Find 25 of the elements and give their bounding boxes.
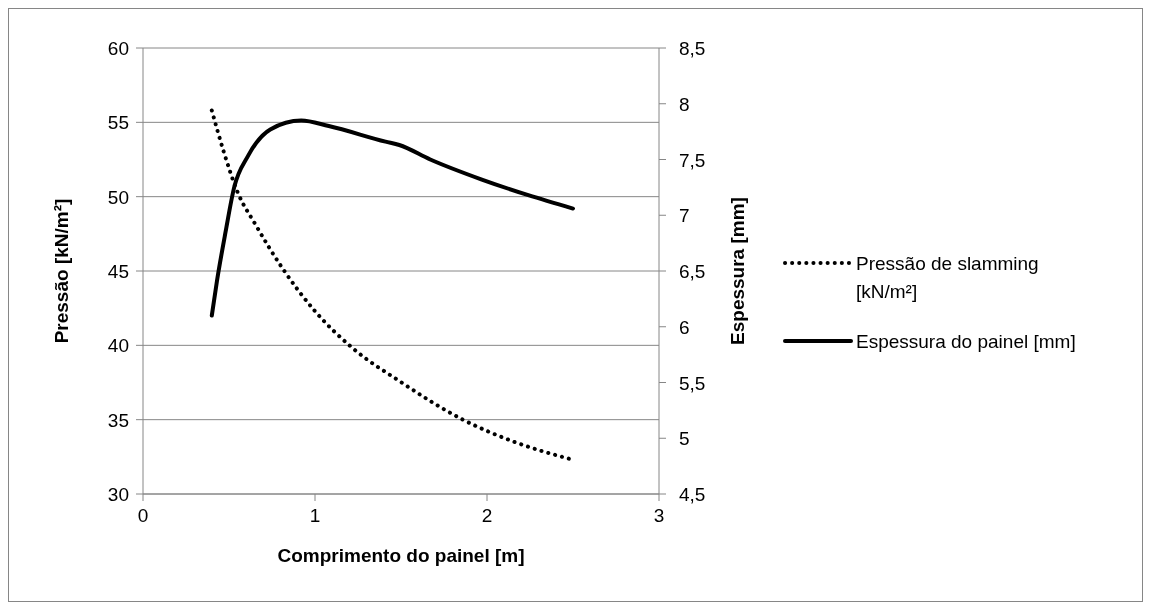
y-axis-title: Pressão [kN/m²] [51, 198, 72, 344]
y-tick-label: 35 [107, 409, 129, 431]
y2-tick-label: 5,5 [679, 372, 706, 394]
y-tick-label: 60 [107, 38, 129, 59]
y2-tick-label: 7 [679, 205, 690, 227]
y2-axis-title: Espessura [mm] [727, 197, 748, 345]
y2-tick-label: 5 [679, 428, 690, 450]
x-tick-label: 2 [481, 505, 493, 526]
legend-label: Pressão de slamming [kN/m²] [856, 253, 1039, 302]
y-tick-label: 55 [107, 112, 129, 134]
y2-tick-label: 8 [679, 93, 690, 115]
x-tick-label: 3 [653, 505, 665, 526]
y-tick-label: 40 [107, 335, 129, 357]
y2-tick-label: 8,5 [679, 38, 706, 59]
y-tick-label: 50 [107, 186, 129, 208]
y-tick-label: 45 [107, 261, 129, 282]
x-axis-title: Comprimento do painel [m] [277, 545, 525, 566]
x-tick-label: 0 [137, 505, 149, 526]
x-tick-label: 1 [309, 505, 321, 526]
y-tick-label: 30 [107, 484, 129, 505]
y2-tick-label: 7,5 [679, 149, 706, 171]
legend-label: Espessura do painel [mm] [856, 331, 1076, 352]
y2-tick-label: 4,5 [679, 484, 706, 505]
y2-tick-label: 6,5 [679, 261, 706, 282]
y2-tick-label: 6 [679, 316, 690, 338]
